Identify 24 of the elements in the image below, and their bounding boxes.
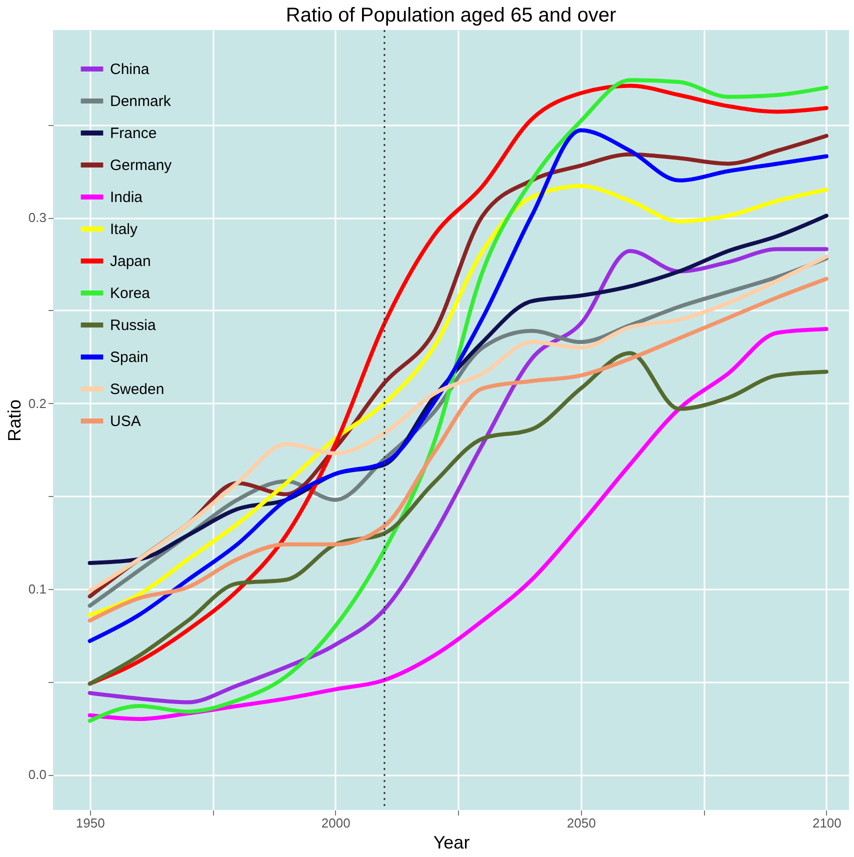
legend-label: Spain xyxy=(110,349,148,366)
y-tick-label: 0.2 xyxy=(28,396,46,411)
legend-label: China xyxy=(110,61,150,78)
chart-title: Ratio of Population aged 65 and over xyxy=(286,4,616,26)
legend-label: USA xyxy=(110,413,141,430)
y-axis-title: Ratio xyxy=(4,399,24,442)
legend-label: Italy xyxy=(110,221,138,238)
legend-label: Denmark xyxy=(110,93,172,110)
legend-label: France xyxy=(110,125,157,142)
x-tick-label: 2050 xyxy=(566,816,596,830)
y-tick-label: 0.0 xyxy=(28,767,46,782)
legend-label: Japan xyxy=(110,253,151,270)
legend-label: Russia xyxy=(110,317,157,334)
x-tick-label: 1950 xyxy=(76,816,105,830)
legend-label: India xyxy=(110,189,144,206)
x-axis-title: Year xyxy=(433,832,470,852)
legend-label: Sweden xyxy=(110,381,164,398)
legend-label: Germany xyxy=(110,157,172,174)
y-tick-label: 0.1 xyxy=(28,582,46,596)
legend-label: Korea xyxy=(110,285,151,302)
x-tick-label: 2000 xyxy=(321,816,350,830)
x-tick-label: 2100 xyxy=(812,816,842,830)
y-tick-label: 0.3 xyxy=(28,210,46,226)
line-series xyxy=(88,247,828,704)
